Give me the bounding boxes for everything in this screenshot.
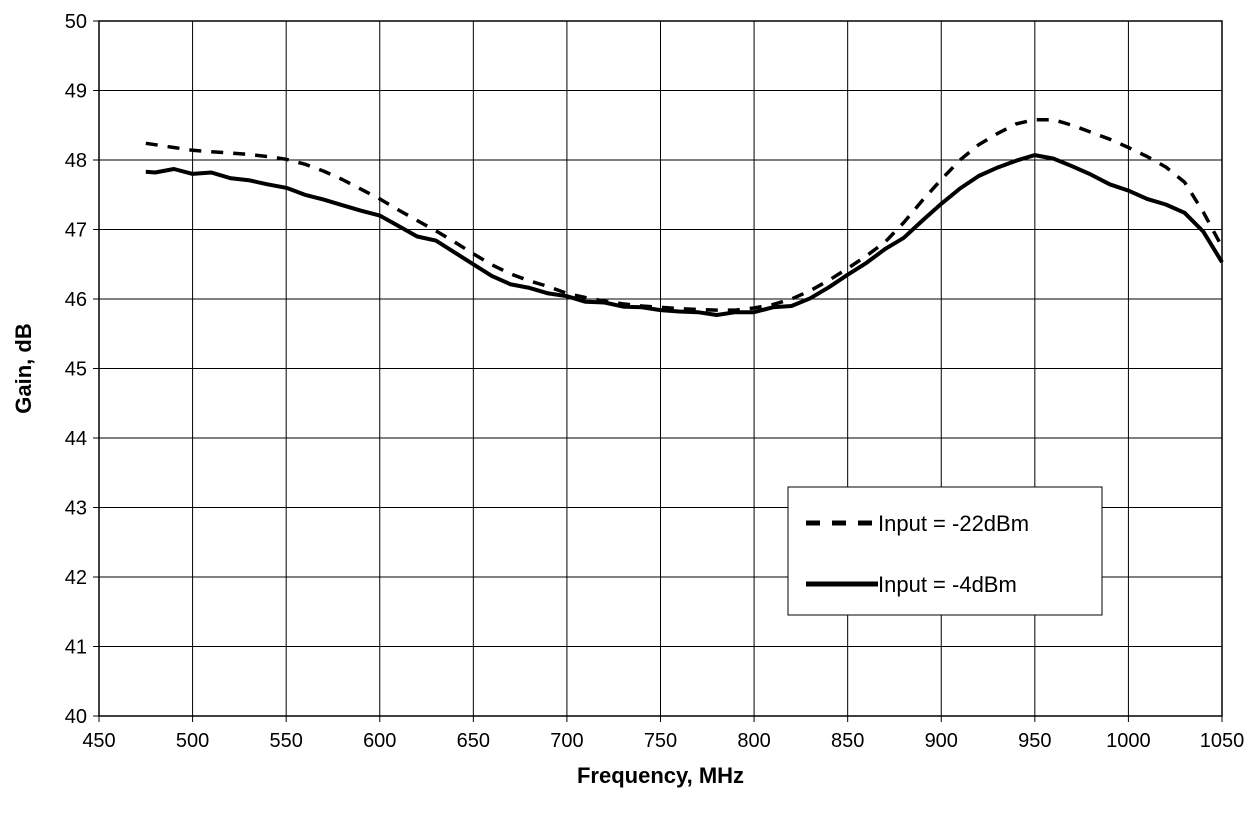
y-tick-label: 41: [65, 637, 87, 659]
y-tick-label: 46: [65, 289, 87, 311]
x-tick-label: 750: [644, 730, 677, 752]
x-tick-label: 550: [269, 730, 302, 752]
y-tick-label: 47: [65, 220, 87, 242]
legend-box: [787, 486, 1103, 616]
x-axis-title: Frequency, MHz: [577, 763, 744, 788]
x-tick-label: 850: [831, 730, 864, 752]
y-tick-label: 44: [65, 428, 87, 450]
series-line-2: [145, 153, 1224, 317]
x-tick-label: 1000: [1106, 730, 1151, 752]
x-tick-label: 1050: [1200, 730, 1245, 752]
x-tick-label: 600: [363, 730, 396, 752]
legend-label-series-1: Input = -22dBm: [878, 511, 1029, 536]
axis-ticks: 450 500 550 600 650 700 750 800 850 900 950 1000 105…: [65, 11, 1245, 752]
y-tick-label: 45: [65, 359, 87, 381]
y-tick-label: 42: [65, 567, 87, 589]
x-tick-label: 900: [925, 730, 958, 752]
y-tick-label: 49: [65, 81, 87, 103]
x-tick-label: 450: [82, 730, 115, 752]
x-tick-label: 700: [550, 730, 583, 752]
x-tick-label: 650: [457, 730, 490, 752]
x-tick-label: 500: [176, 730, 209, 752]
legend: Input = -22dBm Input = -4dBm: [787, 486, 1103, 616]
x-tick-label: 800: [737, 730, 770, 752]
legend-label-series-2: Input = -4dBm: [878, 572, 1017, 597]
y-tick-label: 43: [65, 498, 87, 520]
x-tick-label: 950: [1018, 730, 1051, 752]
y-tick-label: 50: [65, 11, 87, 33]
series-line-1: [145, 117, 1224, 312]
series-lines: [145, 117, 1224, 317]
y-axis-title: Gain, dB: [11, 323, 36, 413]
y-tick-label: 40: [65, 706, 87, 728]
y-tick-label: 48: [65, 150, 87, 172]
